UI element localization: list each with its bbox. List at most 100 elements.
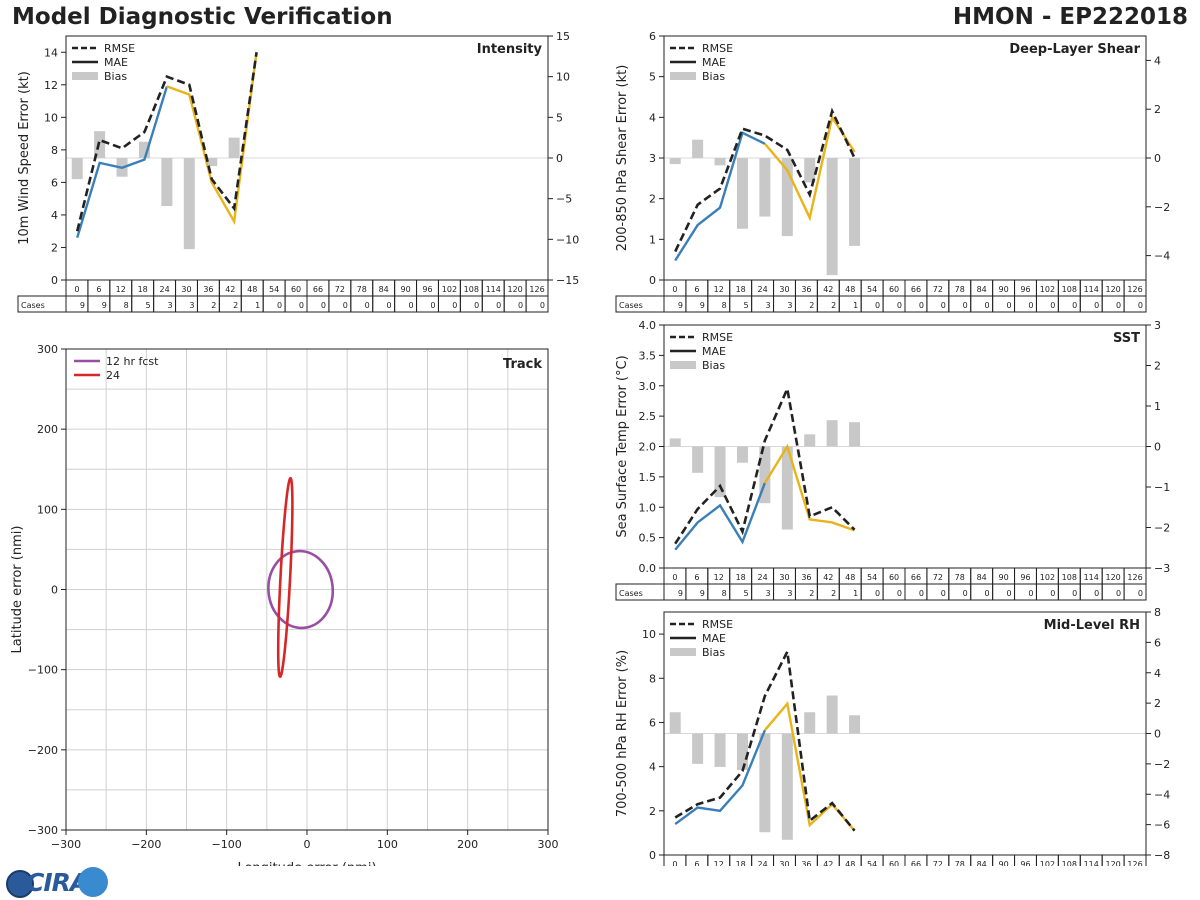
sst-bias-bar [849,422,861,447]
cira-logo: CIRA [4,866,108,898]
rh-lead-hour-label: 96 [1020,860,1030,866]
rh-bias-bar [826,695,838,734]
track-xtick-label: 200 [457,838,478,851]
sst-case-count-label: 2 [809,589,814,598]
shear-case-count-label: 0 [1028,301,1033,310]
sst-legend-rmse-label: RMSE [702,331,733,344]
sst-lead-hour-label: 120 [1105,573,1120,582]
rh-ytick-label: 0 [649,849,656,862]
shear-bias-bar [826,158,838,276]
track-legend-12-label: 12 hr fcst [106,355,159,368]
intensity-bias-bar [206,158,218,167]
rh-lead-hour-label: 72 [933,860,943,866]
intensity-case-count-label: 0 [452,301,457,310]
intensity-rmse-line [75,52,258,232]
rh-ytick-label: 4 [649,761,656,774]
sst-lead-hour-label: 18 [736,573,746,582]
rh-bias-bar [759,733,771,833]
intensity-case-count-label: 5 [146,301,151,310]
sst-case-count-label: 0 [963,589,968,598]
shear-case-count-label: 0 [1138,301,1143,310]
shear-legend-rmse-label: RMSE [702,42,733,55]
shear-title: Deep-Layer Shear [1009,42,1140,57]
sst-ytick-label: 0.5 [639,532,657,545]
track-ytick-label: 100 [37,503,58,516]
sst-y2tick-label: 1 [1154,400,1161,413]
sst-y2tick-label: 3 [1154,319,1161,332]
shear-lead-hour-label: 12 [714,285,724,294]
rh-ytick-label: 10 [642,628,656,641]
intensity-case-count-label: 0 [518,301,523,310]
sst-case-count-cell [1123,583,1147,601]
shear-cases-header-label: Cases [619,301,643,310]
sst-case-count-label: 0 [897,589,902,598]
shear-ylabel: 200-850 hPa Shear Error (kt) [615,65,630,252]
rh-ytick-label: 8 [649,672,656,685]
track-ytick-label: −300 [28,824,58,837]
intensity-case-count-label: 0 [540,301,545,310]
intensity-title: Intensity [477,42,543,57]
sst-ytick-label: 3.0 [639,380,657,393]
rh-legend-bias-label: Bias [702,646,725,659]
sst-y2tick-label: −2 [1154,522,1170,535]
sst-lead-hour-label: 36 [801,573,811,582]
intensity-mae-line [166,52,258,226]
shear-ytick-label: 6 [649,30,656,43]
track-legend-24-label: 24 [106,369,120,382]
sst-lead-hour-label: 12 [714,573,724,582]
intensity-lead-hour-label: 108 [464,285,479,294]
intensity-case-count-label: 3 [167,301,172,310]
sst-lead-hour-label: 60 [889,573,899,582]
rh-y2tick-label: 0 [1154,728,1161,741]
intensity-bias-bar [71,158,83,180]
sst-case-count-label: 0 [1050,589,1055,598]
sst-lead-hour-label: 42 [823,573,833,582]
shear-y2tick-label: 4 [1154,54,1161,67]
sst-case-count-label: 9 [678,589,683,598]
shear-lead-hour-label: 42 [823,285,833,294]
sst-lead-hour-label: 48 [845,573,855,582]
rh-legend-bias-swatch [670,648,696,656]
shear-ytick-label: 1 [649,233,656,246]
shear-mae-line [674,131,766,262]
intensity-case-count-label: 2 [211,301,216,310]
intensity-legend-bias-swatch [72,72,98,80]
shear-ytick-label: 3 [649,152,656,165]
sst-case-count-label: 0 [941,589,946,598]
shear-bias-bar [759,158,771,217]
track-xtick-label: 0 [304,838,311,851]
intensity-lead-hour-label: 102 [442,285,457,294]
intensity-case-count-label: 0 [387,301,392,310]
intensity-lead-hour-label: 24 [159,285,169,294]
sst-case-count-label: 1 [853,589,858,598]
rh-lead-hour-label: 60 [889,860,899,866]
intensity-ylabel: 10m Wind Speed Error (kt) [17,71,32,245]
sst-lead-hour-label: 72 [933,573,943,582]
sst-lead-hour-label: 0 [672,573,677,582]
shear-case-count-label: 2 [809,301,814,310]
intensity-bias-bar [161,158,173,206]
rh-lead-hour-label: 90 [998,860,1008,866]
sst-case-count-label: 0 [1006,589,1011,598]
sst-case-count-label: 0 [1028,589,1033,598]
shear-legend-bias-swatch [670,72,696,80]
track-ytick-label: 0 [51,584,58,597]
intensity-y2tick-label: −10 [556,233,579,246]
shear-y2tick-label: −4 [1154,250,1170,263]
shear-rmse-line [674,107,856,253]
sst-ytick-label: 1.5 [639,471,657,484]
sst-lead-hour-label: 96 [1020,573,1030,582]
sst-ylabel: Sea Surface Temp Error (°C) [615,355,630,537]
rh-y2tick-label: 8 [1154,606,1161,619]
intensity-case-count-label: 1 [255,301,260,310]
shear-case-count-label: 9 [700,301,705,310]
intensity-bias-bar [228,137,240,158]
rh-y2tick-label: −8 [1154,849,1170,862]
sst-y2tick-label: 2 [1154,360,1161,373]
sst-lead-hour-label: 102 [1040,573,1055,582]
shear-lead-hour-label: 126 [1127,285,1142,294]
sst-bias-bar [669,438,681,447]
sst-case-count-label: 3 [765,589,770,598]
rh-lead-hour-label: 48 [845,860,855,866]
shear-case-count-label: 0 [875,301,880,310]
